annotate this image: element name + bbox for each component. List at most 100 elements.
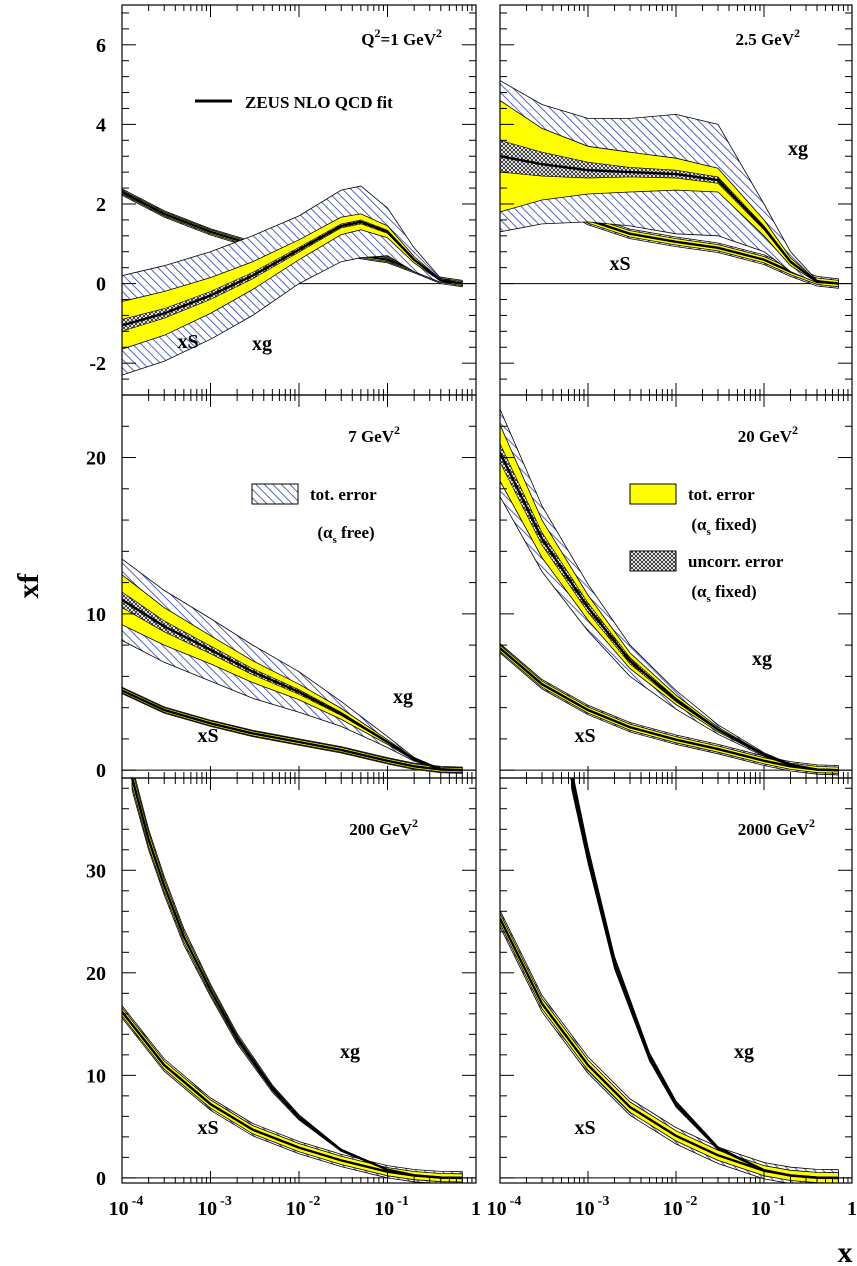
plot-area bbox=[122, 778, 476, 1183]
q2-pre: Q bbox=[361, 30, 374, 49]
x-tick-exp: -1 bbox=[397, 1194, 409, 1209]
alpha-index: s bbox=[707, 593, 712, 605]
y-tick-label: 6 bbox=[96, 35, 106, 57]
xs-label: xS bbox=[574, 725, 595, 747]
x-tick-label: 10 -2 bbox=[286, 1194, 321, 1220]
y-axis-title: xf bbox=[12, 573, 45, 599]
panel-frame bbox=[121, 394, 477, 779]
x-tick-label: 10 -1 bbox=[374, 1194, 409, 1220]
x-tick-label: 1 bbox=[847, 1198, 857, 1220]
xg-curve bbox=[130, 778, 463, 1180]
q2-mid: 20 GeV bbox=[738, 427, 793, 446]
panel-5: 2000 GeV2 xS xg bbox=[499, 777, 853, 1184]
xs-curve bbox=[500, 647, 839, 772]
q2-sup: 2 bbox=[792, 423, 798, 437]
x-tick-labels-0: 10 -4 10 -3 10 -2 10 -1 1 bbox=[109, 1194, 481, 1220]
q2-label: 7 GeV2 bbox=[348, 423, 400, 446]
overlay: xf x bbox=[12, 573, 853, 1266]
plot-area bbox=[122, 185, 476, 376]
legend-fixed-swatch bbox=[629, 483, 677, 505]
x-axis-title: x bbox=[838, 1236, 853, 1266]
plot-area bbox=[500, 778, 852, 1183]
q2-label: Q2=1 GeV2 bbox=[361, 26, 442, 49]
q2-sup: 2 bbox=[394, 423, 400, 437]
x-tick-label: 1 bbox=[471, 1198, 481, 1220]
q2-label: 2.5 GeV2 bbox=[735, 26, 800, 49]
xg-label: xg bbox=[340, 1041, 360, 1063]
panel-1: 2.5 GeV2 xS xg bbox=[499, 4, 853, 396]
x-tick-exp: -2 bbox=[309, 1194, 321, 1209]
q2-mid: 2000 GeV bbox=[738, 820, 810, 839]
alpha: (α bbox=[317, 523, 333, 542]
x-tick-label: 10 -2 bbox=[663, 1194, 698, 1220]
legend-free-sub: (αs free) bbox=[317, 523, 374, 546]
legend-fixed-sub: (αs fixed) bbox=[691, 515, 756, 538]
xs-label: xS bbox=[197, 1117, 218, 1139]
y-tick-label: 2 bbox=[96, 194, 106, 216]
legend-free-swatch bbox=[251, 483, 299, 505]
x-tick-exp: -4 bbox=[132, 1194, 144, 1209]
panel-frame bbox=[121, 777, 477, 1184]
xs-label: xS bbox=[574, 1117, 595, 1139]
x-tick-base: 1 bbox=[847, 1198, 857, 1220]
alpha-index: s bbox=[332, 534, 337, 546]
y-tick-label: 20 bbox=[86, 963, 106, 985]
xs-curve bbox=[122, 1011, 463, 1180]
xg-label: xg bbox=[788, 138, 808, 160]
xs-band-fixed bbox=[122, 1007, 463, 1183]
alpha-index: s bbox=[707, 526, 712, 538]
x-tick-exp: -3 bbox=[220, 1194, 232, 1209]
x-tick-base: 10 bbox=[197, 1198, 217, 1220]
panel-2: 0 10 20 7 GeV2 xS xg tot. error (αs free) bbox=[86, 394, 477, 782]
xs-band-fixed bbox=[500, 160, 839, 288]
y-tick-label: -2 bbox=[89, 353, 106, 375]
q2-label: 200 GeV2 bbox=[349, 816, 418, 839]
x-tick-exp: -4 bbox=[510, 1194, 522, 1209]
q2-sup: 2 bbox=[794, 26, 800, 40]
xs-label: xS bbox=[197, 725, 218, 747]
x-tick-exp: -1 bbox=[774, 1194, 786, 1209]
x-tick-base: 10 bbox=[109, 1198, 129, 1220]
plot-area bbox=[500, 80, 852, 289]
x-tick-labels-1: 10 -4 10 -3 10 -2 10 -1 1 bbox=[487, 1194, 857, 1220]
alpha: (α bbox=[691, 582, 707, 601]
q2-label: 2000 GeV2 bbox=[738, 816, 815, 839]
legend-uncorr-sub: (αs fixed) bbox=[691, 582, 756, 605]
y-tick-label: 0 bbox=[96, 274, 106, 296]
q2-mid: =1 GeV bbox=[381, 30, 437, 49]
x-tick-label: 10 -4 bbox=[109, 1194, 144, 1220]
xs-band-fixed bbox=[500, 913, 839, 1183]
y-tick-label: 10 bbox=[86, 1065, 106, 1087]
xs-band-free bbox=[122, 1004, 463, 1183]
x-tick-label: 10 -1 bbox=[751, 1194, 786, 1220]
q2-sup: 2 bbox=[375, 26, 381, 40]
x-tick-base: 10 bbox=[374, 1198, 394, 1220]
q2-mid: 2.5 GeV bbox=[735, 30, 794, 49]
y-tick-label: 20 bbox=[86, 448, 106, 470]
alpha-rest: fixed) bbox=[711, 582, 757, 601]
plot-area bbox=[122, 558, 476, 774]
xg-label: xg bbox=[393, 686, 413, 708]
y-tick-label: 0 bbox=[96, 1168, 106, 1190]
y-tick-label: 4 bbox=[96, 114, 106, 136]
alpha-rest: free) bbox=[337, 523, 375, 542]
x-tick-exp: -2 bbox=[686, 1194, 698, 1209]
q2-label: 20 GeV2 bbox=[738, 423, 798, 446]
x-tick-exp: -3 bbox=[598, 1194, 610, 1209]
xs-band-free bbox=[500, 643, 839, 776]
xg-label: xg bbox=[752, 648, 772, 670]
xs-band-free bbox=[500, 910, 839, 1183]
panel-4: 0 10 20 30 200 GeV2 xS xg bbox=[86, 777, 477, 1190]
y-tick-label: 30 bbox=[86, 860, 106, 882]
xg-curve bbox=[500, 155, 839, 285]
x-tick-base: 1 bbox=[471, 1198, 481, 1220]
q2-sup: 2 bbox=[412, 816, 418, 830]
q2-mid: 200 GeV bbox=[349, 820, 413, 839]
xs-label: xS bbox=[609, 253, 630, 275]
xg-band-fixed bbox=[500, 424, 839, 771]
xg-curve bbox=[570, 778, 839, 1180]
